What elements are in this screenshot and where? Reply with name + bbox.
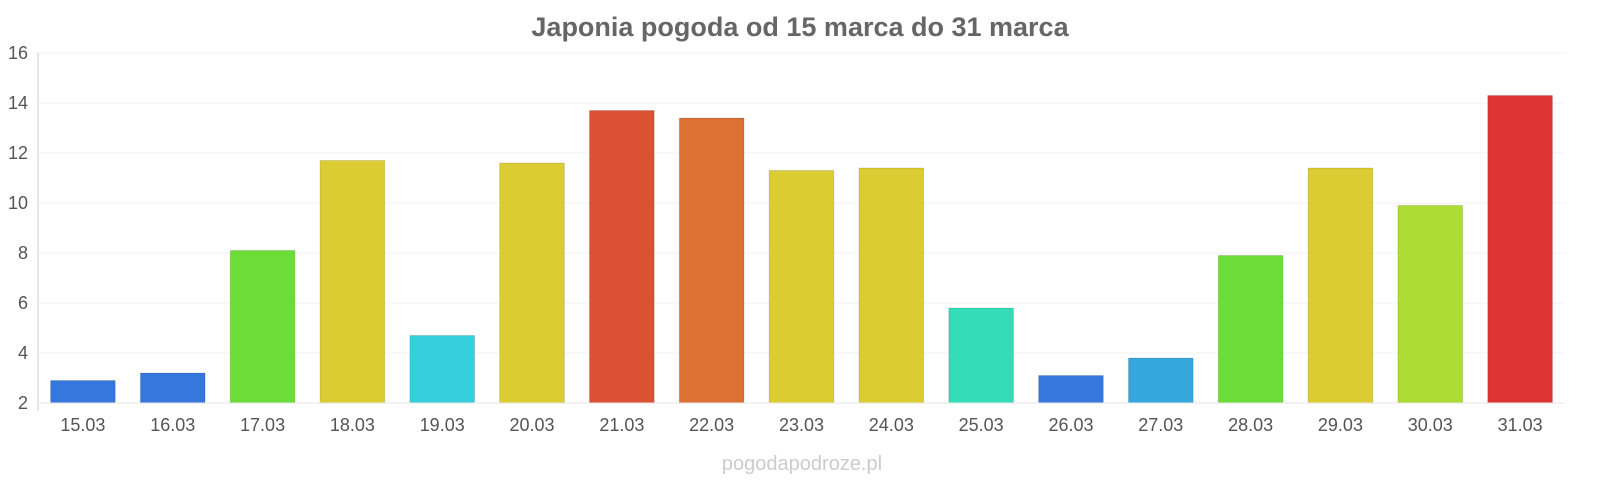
x-tick-label: 20.03 [510,415,555,435]
bar-26.03 [1038,375,1104,404]
y-tick-label: 10 [8,193,28,213]
x-tick-label: 23.03 [779,415,824,435]
bar-28.03 [1217,255,1284,404]
x-axis: 15.03 16.03 17.03 18.03 19.03 20.03 21.03 22.03… [38,402,1565,435]
x-tick-label: 18.03 [330,415,375,435]
bar-17.03 [229,250,296,404]
x-tick-label: 21.03 [599,415,644,435]
y-tick-label: 14 [8,93,28,113]
bar-16.03 [139,372,206,404]
y-tick-label: 8 [18,243,28,263]
y-tick-label: 12 [8,143,28,163]
x-tick-label: 24.03 [869,415,914,435]
bar-31.03 [1487,95,1553,404]
bar-15.03 [50,380,116,404]
bar-25.03 [948,307,1014,404]
y-tick-label: 2 [18,393,28,413]
x-tick-label: 30.03 [1408,415,1453,435]
y-tick-label: 16 [8,43,28,63]
x-tick-label: 15.03 [60,415,105,435]
bar-24.03 [858,167,925,404]
watermark-text: pogodapodroze.pl [722,453,882,475]
bar-27.03 [1127,357,1194,404]
x-tick-label: 27.03 [1138,415,1183,435]
bars [50,95,1553,404]
y-axis: 2 4 6 8 10 12 14 16 [8,43,39,413]
x-tick-label: 28.03 [1228,415,1273,435]
bar-19.03 [409,335,476,404]
x-tick-label: 29.03 [1318,415,1363,435]
bar-21.03 [589,110,655,404]
chart-title: Japonia pogoda od 15 marca do 31 marca [531,12,1069,42]
bar-30.03 [1397,205,1464,404]
x-tick-label: 22.03 [689,415,734,435]
x-tick-label: 31.03 [1498,415,1543,435]
bar-23.03 [768,170,835,404]
x-tick-label: 26.03 [1048,415,1093,435]
x-tick-label: 17.03 [240,415,285,435]
bar-20.03 [499,162,565,404]
x-tick-label: 16.03 [150,415,195,435]
x-tick-label: 19.03 [420,415,465,435]
y-tick-label: 6 [18,293,28,313]
y-tick-label: 4 [18,343,28,363]
x-tick-label: 25.03 [959,415,1004,435]
bar-22.03 [678,117,745,404]
bar-18.03 [319,160,386,404]
bar-29.03 [1307,167,1374,404]
